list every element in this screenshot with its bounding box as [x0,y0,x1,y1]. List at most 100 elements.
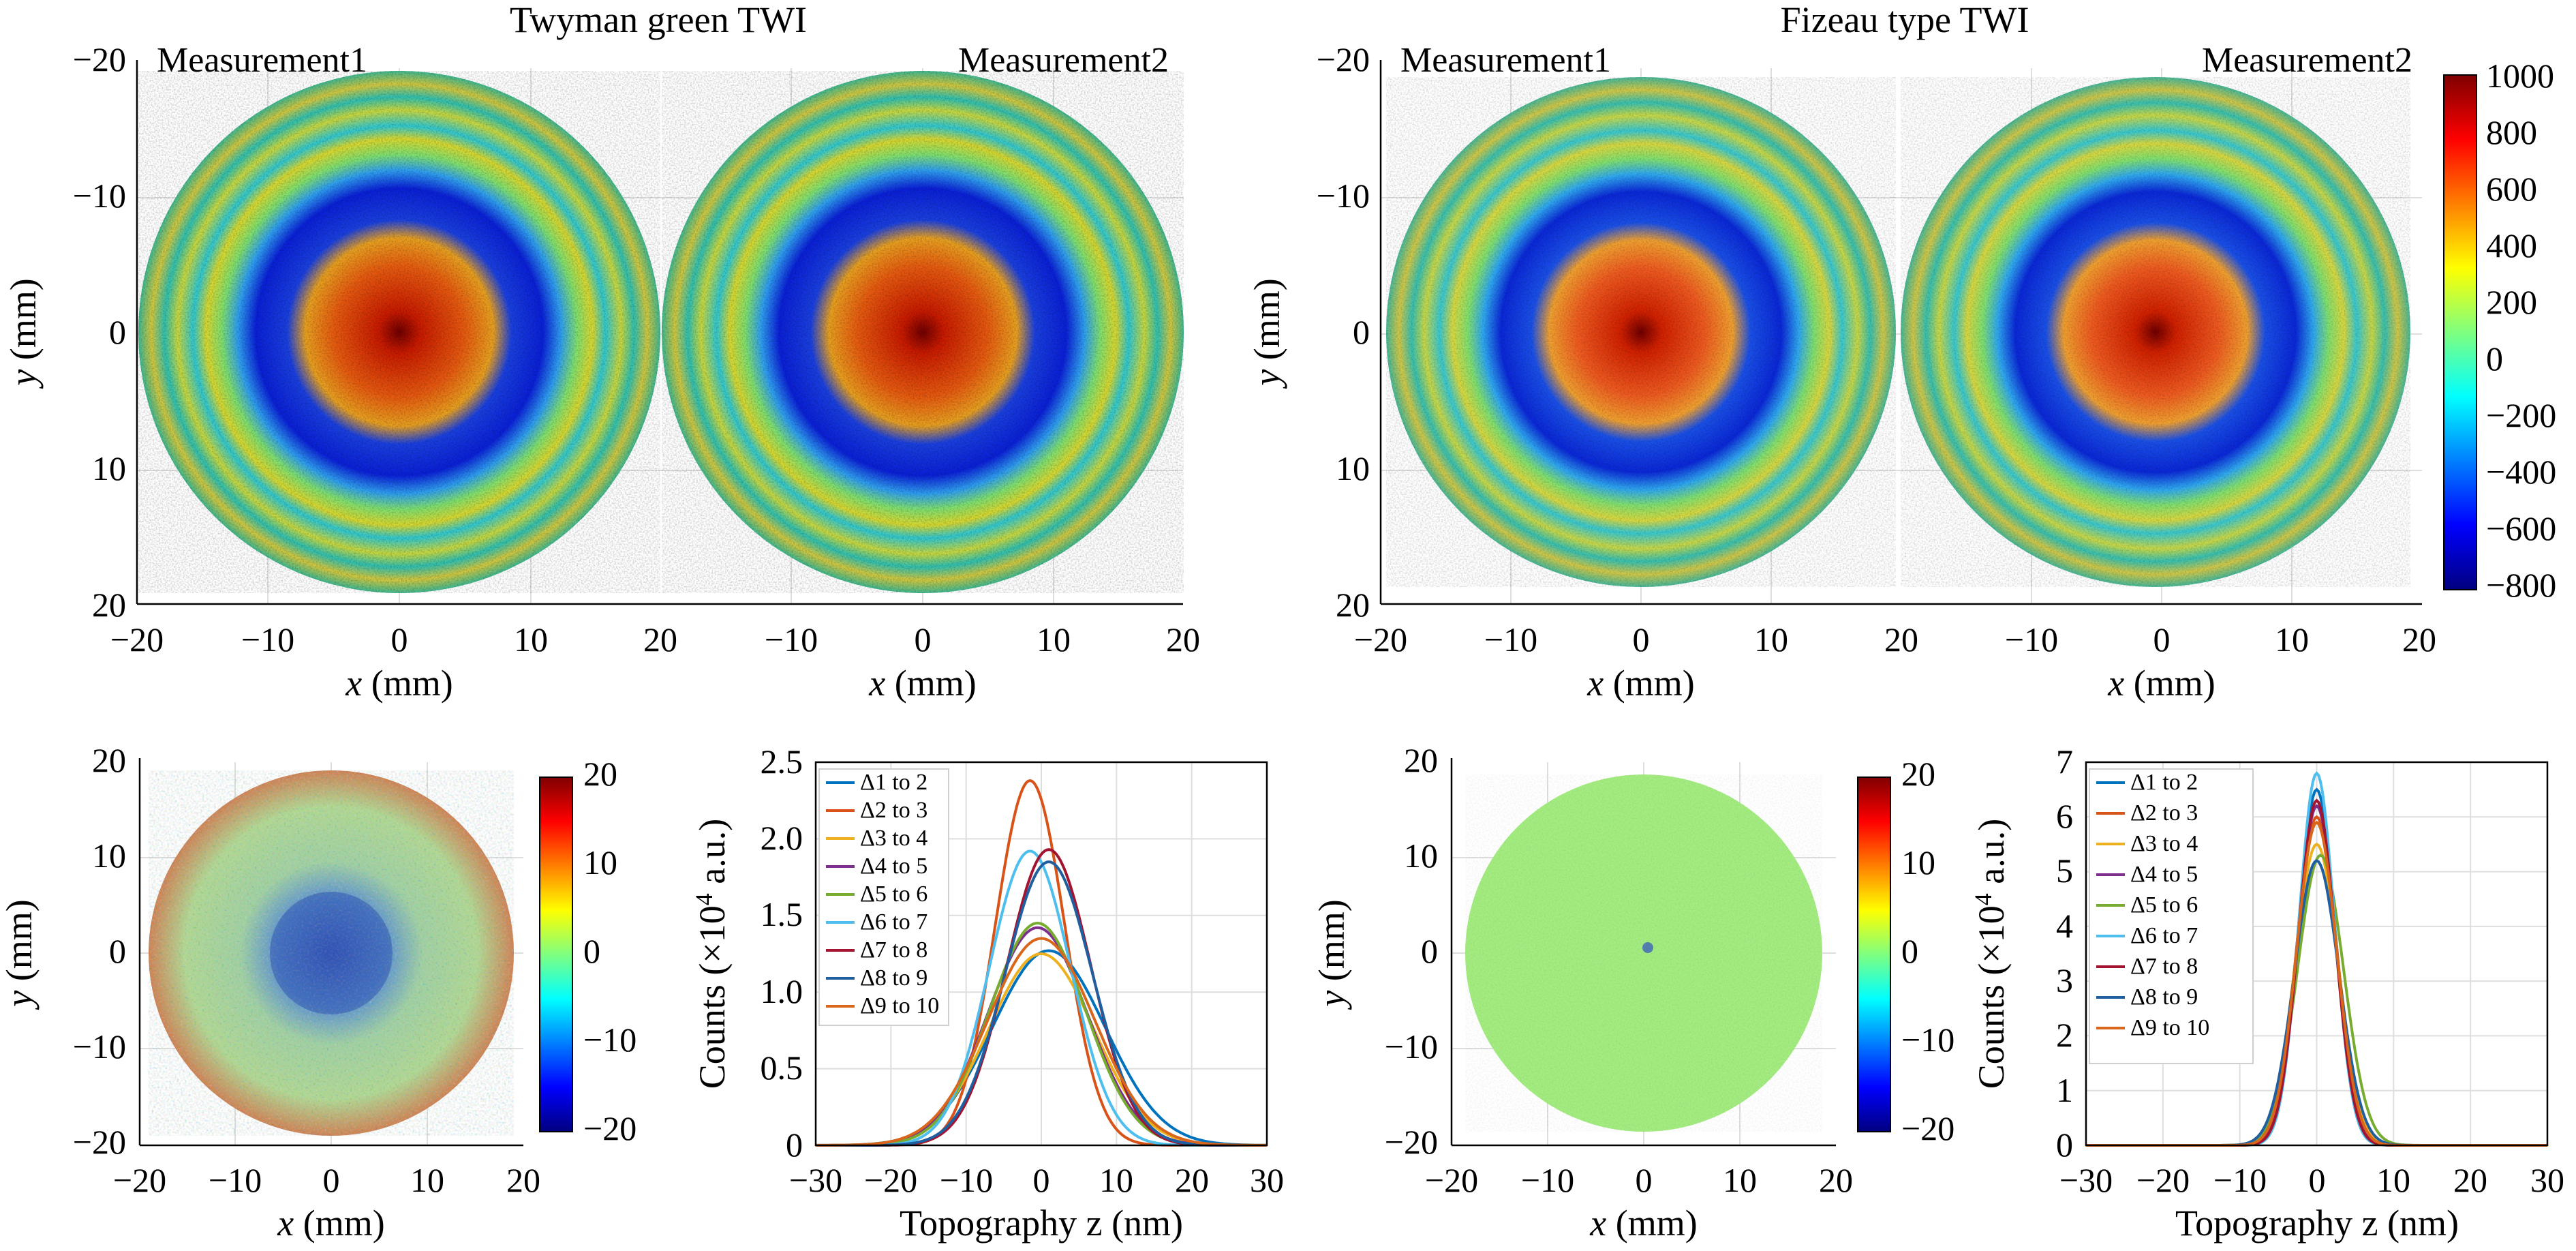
y-tick: 0 [109,313,126,351]
twyman-diff-colorbar-ticks: 20 10 0 −10 −20 [583,755,637,1147]
colorbar-tick: 400 [2486,226,2537,265]
y-tick: 20 [1404,741,1438,779]
twyman-measurement1-label: Measurement1 [157,41,367,80]
title-fizeau: Fizeau type TWI [1781,0,2029,40]
x-tick: 20 [2453,1161,2487,1199]
fizeau-hist-frame [2085,761,2549,1147]
twyman-xlabel-m1: x (mm) [345,663,453,704]
x-tick: 0 [1633,620,1650,659]
x-tick: 20 [2402,620,2436,659]
x-tick: −20 [110,620,164,659]
legend-label: Δ4 to 5 [2130,862,2198,887]
y-tick: 1 [2056,1071,2073,1109]
twyman-diff-x-ticks: −20 −10 0 10 20 [113,1161,540,1199]
legend-label: Δ5 to 6 [2130,892,2198,918]
fizeau-x-ticks-m1: −20 −10 0 10 20 [1354,620,1918,659]
y-tick: −10 [73,1027,126,1066]
fizeau-measurement2-texture [1901,77,2410,587]
y-tick: 0 [2056,1126,2073,1164]
fizeau-y-ticks: −20 −10 0 10 20 [1317,40,1370,624]
x-tick: 10 [410,1161,444,1199]
title-twyman-green: Twyman green TWI [510,0,807,40]
y-tick: 0 [109,932,126,970]
colorbar-tick: 1000 [2486,57,2554,95]
legend-label: Δ7 to 8 [2130,954,2198,979]
legend-label: Δ1 to 2 [860,770,927,795]
twyman-measurement2-texture [662,71,1184,593]
y-tick: 10 [92,449,126,487]
fizeau-histogram: 0 1 2 3 4 5 6 7 −30 −20 −10 0 10 20 30 T… [1969,742,2564,1244]
colorbar-tick: 0 [1901,932,1918,970]
y-tick: 1.5 [761,895,803,933]
twyman-heatmaps: Measurement1 Measurement2 −20 −10 0 10 2… [3,40,1200,704]
x-tick: −30 [2059,1161,2113,1199]
colorbar-tick: 10 [1901,843,1935,881]
legend-label: Δ8 to 9 [2130,984,2198,1010]
fizeau-measurement1-texture [1386,77,1896,587]
y-tick: 0 [786,1126,803,1164]
fizeau-difference-map: 20 10 0 −10 −20 −20 −10 0 10 20 x (mm) y… [1311,741,1954,1244]
y-tick: 10 [1404,836,1438,875]
y-tick: 20 [92,741,126,779]
y-tick: 10 [92,836,126,875]
colorbar-tick: 20 [1901,755,1935,793]
twyman-hist-x-ticks: −30 −20 −10 0 10 20 30 [789,1161,1284,1199]
y-tick: 5 [2056,851,2073,890]
fizeau-hist-legend: Δ1 to 2 Δ2 to 3 Δ3 to 4 Δ4 to 5 Δ5 to 6 Δ6 to… [2089,768,2254,1064]
x-tick: −20 [1354,620,1407,659]
twyman-x-ticks-m2: −10 0 10 20 [765,620,1200,659]
y-tick: 2.5 [761,742,803,781]
fizeau-xlabel-m2: x (mm) [2107,663,2215,704]
x-tick: 10 [1754,620,1788,659]
legend-label: Δ6 to 7 [2130,923,2198,948]
colorbar-tick: 10 [583,843,617,881]
colorbar-tick: 0 [2486,340,2503,378]
fizeau-difference-center [1642,942,1653,953]
fizeau-diff-y-ticks: 20 10 0 −10 −20 [1385,741,1438,1161]
y-tick: −20 [73,40,126,78]
legend-label: Δ9 to 10 [2130,1015,2209,1040]
colorbar-tick: −20 [1901,1109,1954,1147]
fizeau-hist-x-ticks: −30 −20 −10 0 10 20 30 [2059,1161,2564,1199]
colorbar-tick: 600 [2486,170,2537,208]
y-tick: 4 [2056,907,2073,945]
fizeau-diff-xlabel: x (mm) [1589,1203,1697,1244]
x-tick: 10 [2376,1161,2410,1199]
y-tick: 20 [92,586,126,624]
series-line [816,937,1267,1147]
y-tick: 0 [1353,313,1370,351]
twyman-measurement2-label: Measurement2 [958,41,1169,80]
twyman-hist-ylabel: Counts (×104 a.u.) [690,819,733,1089]
fizeau-diff-colorbar [1857,777,1891,1132]
fizeau-heatmaps: Measurement1 Measurement2 −20 −10 0 10 2… [1246,40,2556,704]
fizeau-measurement2-label: Measurement2 [2202,41,2412,80]
x-tick: −20 [113,1161,166,1199]
x-tick: 10 [1037,620,1071,659]
x-tick: 30 [1250,1161,1284,1199]
y-tick: −10 [1317,177,1370,215]
x-tick: −10 [940,1161,993,1199]
y-tick: −20 [1317,40,1370,78]
fizeau-x-ticks-m2: −10 0 10 20 [2005,620,2436,659]
x-tick: −20 [864,1161,917,1199]
colorbar-tick: −20 [583,1109,637,1147]
x-tick: −10 [765,620,818,659]
y-tick: 10 [1336,449,1370,487]
twyman-diff-y-ticks: 20 10 0 −10 −20 [73,741,126,1161]
x-tick: 20 [1166,620,1200,659]
y-tick: −10 [1385,1027,1438,1066]
colorbar-tick: 800 [2486,113,2537,151]
twyman-hist-legend: Δ1 to 2 Δ2 to 3 Δ3 to 4 Δ4 to 5Δ5 to 6Δ6 to… [818,768,949,1026]
y-tick: 2.0 [761,819,803,857]
colorbar-tick: −800 [2486,566,2556,604]
x-tick: 10 [2275,620,2309,659]
twyman-difference-noise [149,770,514,1136]
twyman-xlabel-m2: x (mm) [868,663,976,704]
x-tick: 20 [506,1161,540,1199]
legend-label: Δ7 to 8 [860,937,927,963]
y-tick: 0 [1421,932,1438,970]
x-tick: 20 [1819,1161,1853,1199]
twyman-x-ticks-m1: −20 −10 0 10 20 [110,620,677,659]
x-tick: −10 [1484,620,1537,659]
x-tick: 10 [1099,1161,1133,1199]
